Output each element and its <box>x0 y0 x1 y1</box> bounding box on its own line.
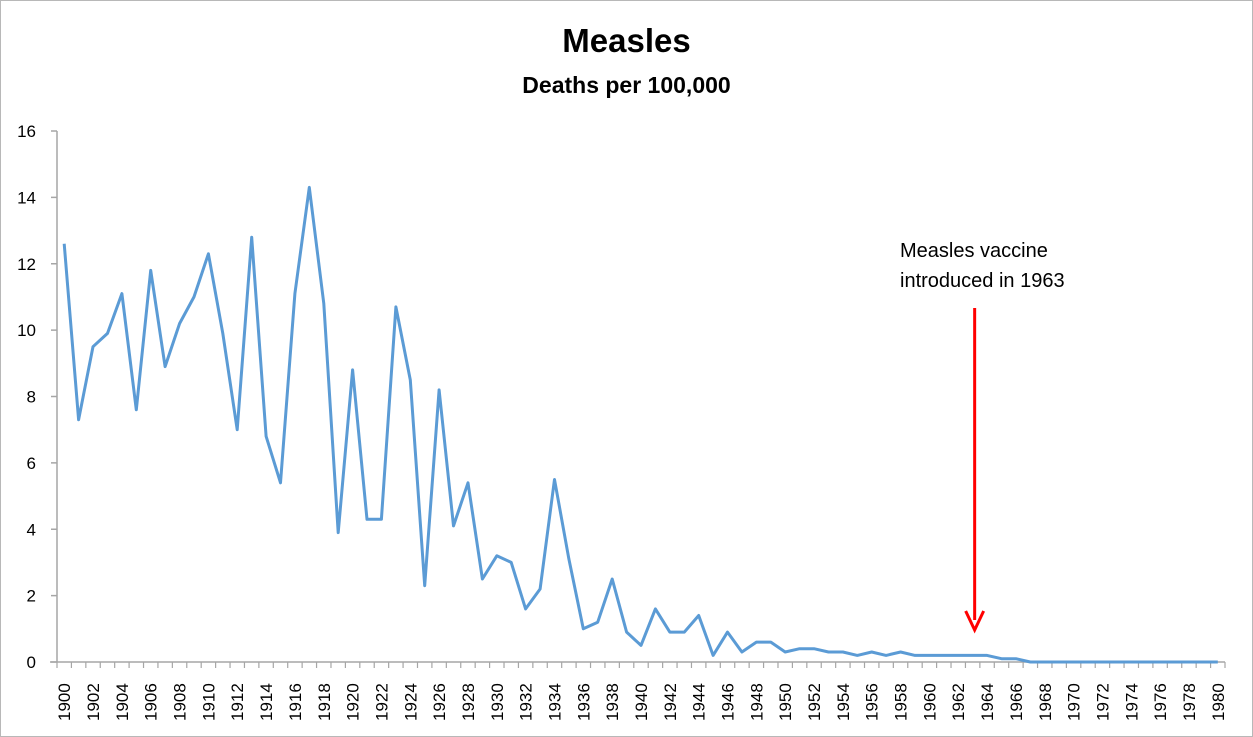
x-tick-label: 1924 <box>401 683 420 721</box>
x-tick-label: 1938 <box>603 683 622 721</box>
x-tick-label: 1974 <box>1122 683 1141 721</box>
x-tick-label: 1956 <box>863 683 882 721</box>
x-tick-label: 1942 <box>661 683 680 721</box>
chart-subtitle: Deaths per 100,000 <box>522 72 731 98</box>
y-tick-label: 14 <box>17 188 36 207</box>
x-tick-label: 1944 <box>690 683 709 721</box>
x-tick-label: 1978 <box>1180 683 1199 721</box>
x-tick-label: 1980 <box>1209 683 1228 721</box>
x-tick-label: 1976 <box>1151 683 1170 721</box>
y-tick-label: 8 <box>27 388 36 407</box>
x-tick-label: 1900 <box>55 683 74 721</box>
x-tick-label: 1930 <box>488 683 507 721</box>
series-line <box>62 185 1218 664</box>
y-tick-label: 6 <box>27 454 36 473</box>
x-tick-label: 1940 <box>632 683 651 721</box>
y-tick-label: 4 <box>27 520 36 539</box>
x-tick-label: 1910 <box>199 683 218 721</box>
x-tick-label: 1960 <box>920 683 939 721</box>
x-tick-label: 1906 <box>142 683 161 721</box>
y-tick-label: 2 <box>27 587 36 606</box>
x-tick-label: 1908 <box>171 683 190 721</box>
x-tick-label: 1918 <box>315 683 334 721</box>
x-tick-label: 1968 <box>1036 683 1055 721</box>
y-tick-label: 0 <box>27 653 36 672</box>
x-tick-label: 1946 <box>719 683 738 721</box>
x-tick-label: 1950 <box>776 683 795 721</box>
x-tick-label: 1912 <box>228 683 247 721</box>
vaccine-annotation: Measles vaccine introduced in 1963 <box>900 236 1065 296</box>
x-tick-label: 1962 <box>949 683 968 721</box>
x-tick-label: 1928 <box>459 683 478 721</box>
x-tick-label: 1934 <box>545 683 564 721</box>
x-tick-label: 1952 <box>805 683 824 721</box>
x-tick-label: 1926 <box>430 683 449 721</box>
annotation-line-2: introduced in 1963 <box>900 270 1065 292</box>
x-tick-label: 1904 <box>113 683 132 721</box>
x-tick-label: 1922 <box>372 683 391 721</box>
y-tick-label: 10 <box>17 321 36 340</box>
x-tick-label: 1932 <box>517 683 536 721</box>
annotation-line-1: Measles vaccine <box>900 240 1048 262</box>
x-tick-label: 1914 <box>257 683 276 721</box>
x-tick-label: 1948 <box>747 683 766 721</box>
chart-title: Measles <box>562 22 691 59</box>
x-tick-label: 1920 <box>344 683 363 721</box>
x-tick-label: 1902 <box>84 683 103 721</box>
x-tick-label: 1964 <box>978 683 997 721</box>
x-tick-label: 1954 <box>834 683 853 721</box>
x-tick-label: 1936 <box>574 683 593 721</box>
x-tick-label: 1958 <box>892 683 911 721</box>
x-tick-label: 1972 <box>1093 683 1112 721</box>
arrow-head-icon <box>964 610 986 634</box>
y-tick-label: 16 <box>17 122 36 141</box>
x-tick-label: 1970 <box>1065 683 1084 721</box>
x-tick-label: 1966 <box>1007 683 1026 721</box>
x-tick-label: 1916 <box>286 683 305 721</box>
y-tick-label: 12 <box>17 255 36 274</box>
